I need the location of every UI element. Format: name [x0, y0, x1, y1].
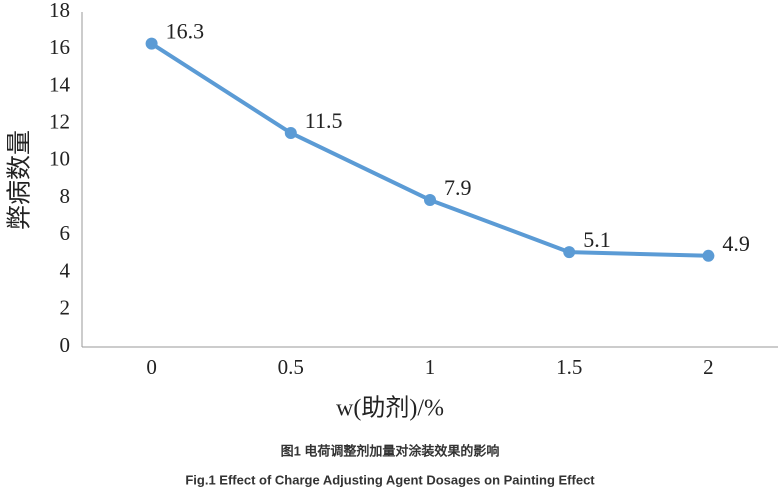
x-tick-label: 0 — [146, 355, 157, 379]
data-label: 11.5 — [305, 108, 343, 133]
data-point — [145, 37, 158, 50]
x-tick-label: 2 — [703, 355, 714, 379]
data-point — [563, 246, 576, 259]
y-tick-label: 18 — [49, 0, 70, 22]
x-tick-label: 0.5 — [278, 355, 304, 379]
caption-en: Fig.1 Effect of Charge Adjusting Agent D… — [185, 472, 595, 487]
data-label: 7.9 — [444, 175, 472, 200]
data-point — [284, 126, 297, 139]
y-tick-label: 10 — [49, 147, 70, 171]
y-tick-label: 4 — [60, 258, 71, 282]
y-tick-label: 16 — [49, 35, 70, 59]
data-label: 4.9 — [722, 231, 750, 256]
x-tick-label: 1.5 — [556, 355, 582, 379]
data-label: 16.3 — [166, 19, 205, 44]
data-point — [424, 193, 436, 206]
x-tick-label: 1 — [425, 355, 436, 379]
data-label: 5.1 — [583, 227, 611, 252]
y-tick-label: 8 — [60, 184, 71, 208]
y-tick-label: 14 — [49, 72, 71, 96]
y-axis-title: 弊病数量 — [6, 130, 34, 230]
y-tick-label: 6 — [60, 221, 71, 245]
x-axis-title: w(助剂)/% — [336, 395, 444, 422]
y-tick-label: 12 — [49, 109, 70, 133]
y-tick-label: 0 — [60, 333, 71, 357]
caption-cn: 图1 电荷调整剂加量对涂装效果的影响 — [281, 443, 500, 458]
data-point — [702, 249, 715, 262]
y-tick-label: 2 — [60, 296, 71, 320]
data-line — [150, 41, 709, 258]
